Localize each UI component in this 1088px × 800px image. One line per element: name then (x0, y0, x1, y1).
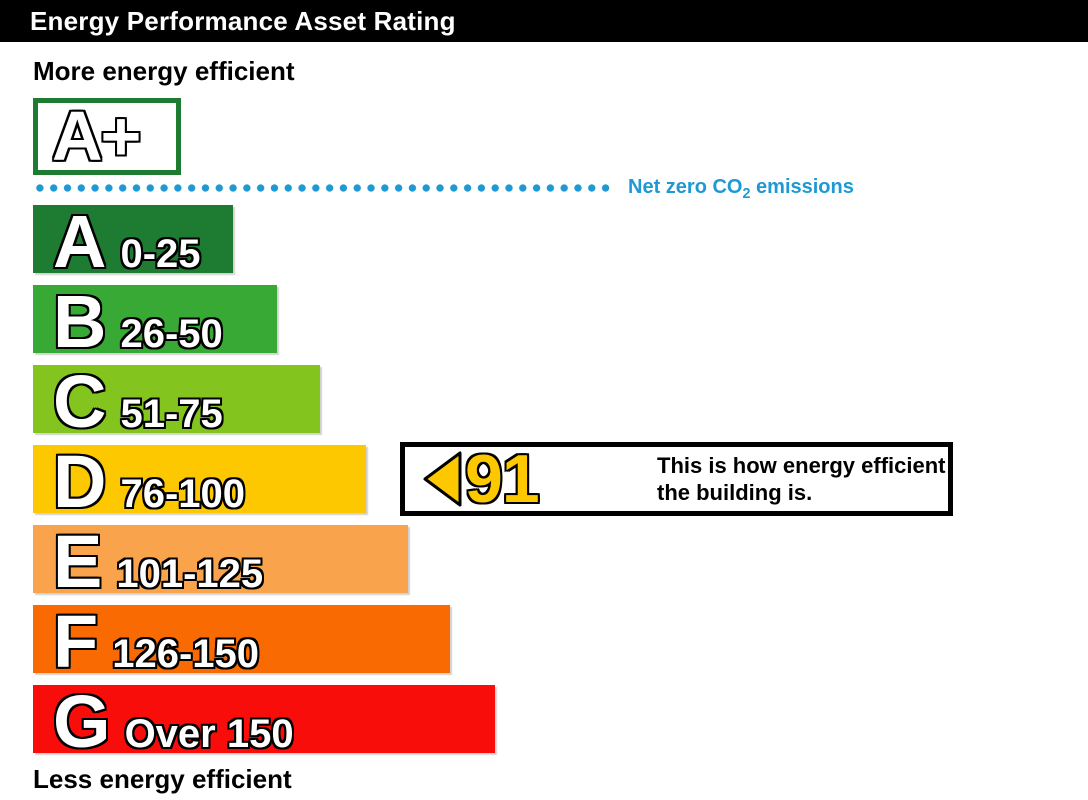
band-e-range: 101-125 (116, 552, 264, 596)
band-f-letter: F (53, 600, 99, 683)
less-efficient-label: Less energy efficient (33, 764, 292, 794)
band-c-letter: C (53, 360, 107, 443)
band-b-range: 26-50 (120, 312, 223, 356)
page-title: Energy Performance Asset Rating (30, 5, 456, 36)
more-efficient-label: More energy efficient (33, 56, 295, 86)
net-zero-dotted-line (33, 183, 613, 193)
band-f-range: 126-150 (112, 632, 259, 676)
band-g: G Over 150 (33, 685, 495, 759)
band-b: B 26-50 (33, 285, 277, 359)
rating-description-line2: the building is. (657, 480, 813, 505)
rating-description: This is how energy efficient the buildin… (657, 452, 946, 506)
band-c-range: 51-75 (120, 392, 223, 436)
band-a-range: 0-25 (120, 232, 201, 276)
band-g-letter: G (53, 680, 111, 763)
band-a-plus: A+ (33, 98, 181, 175)
net-zero-text: Net zero CO (628, 176, 743, 198)
band-d-letter: D (53, 440, 107, 523)
band-e: E 101-125 (33, 525, 408, 599)
rating-value: 91 (465, 441, 540, 517)
band-f: F 126-150 (33, 605, 450, 679)
net-zero-subscript: 2 (742, 186, 751, 202)
rating-arrow-icon (423, 451, 462, 507)
band-e-letter: E (53, 520, 103, 603)
band-a-plus-label: A+ (52, 97, 141, 175)
band-d: D 76-100 (33, 445, 366, 519)
band-c: C 51-75 (33, 365, 320, 439)
net-zero-text-suffix: emissions (750, 176, 854, 198)
band-a: A 0-25 (33, 205, 233, 279)
title-bar: Energy Performance Asset Rating (0, 0, 1088, 42)
band-a-letter: A (53, 200, 107, 283)
rating-indicator: 91 This is how energy efficient the buil… (400, 442, 953, 516)
rating-description-line1: This is how energy efficient (657, 453, 946, 478)
band-b-letter: B (53, 280, 107, 363)
band-d-range: 76-100 (120, 472, 246, 516)
net-zero-label: Net zero CO2 emissions (628, 176, 854, 202)
band-g-range: Over 150 (124, 712, 294, 756)
